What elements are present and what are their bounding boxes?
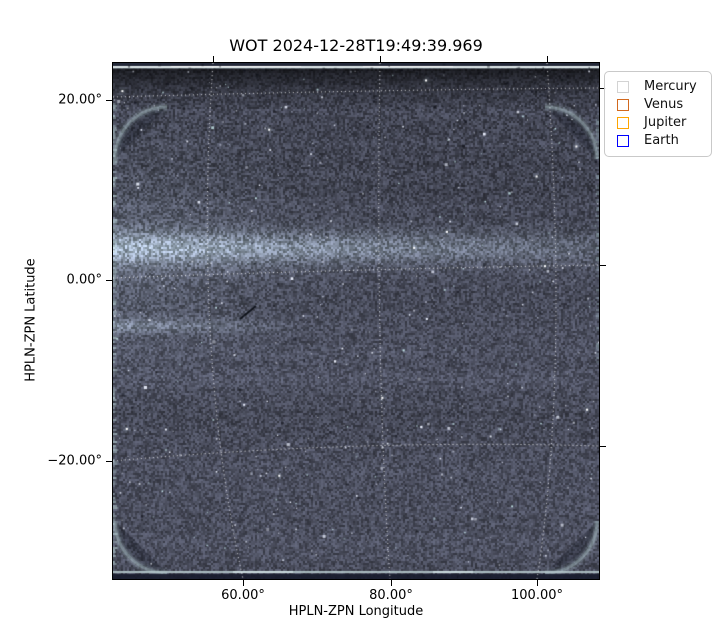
- y-tick-left: [106, 100, 112, 101]
- y-tick-right: [600, 265, 606, 266]
- venus-marker-icon: [617, 99, 629, 111]
- y-tick-left: [106, 461, 112, 462]
- y-axis-label: HPLN-ZPN Latitude: [23, 258, 39, 382]
- y-tick-label: 0.00°: [66, 272, 102, 288]
- x-tick-bottom: [243, 580, 244, 586]
- plot-area: [112, 62, 600, 580]
- legend-item-jupiter: Jupiter: [617, 114, 711, 132]
- x-tick-label: 60.00°: [221, 588, 265, 603]
- y-tick-right: [600, 88, 606, 89]
- legend-label: Venus: [644, 97, 684, 112]
- y-tick-label: −20.00°: [47, 453, 102, 469]
- y-tick-right: [600, 446, 606, 447]
- earth-marker-icon: [617, 135, 629, 147]
- legend-label: Jupiter: [644, 115, 687, 130]
- legend-item-mercury: Mercury: [617, 78, 711, 96]
- starfield-image: [113, 63, 599, 579]
- x-tick-top: [547, 56, 548, 62]
- legend-item-venus: Venus: [617, 96, 711, 114]
- x-tick-bottom: [391, 580, 392, 586]
- legend-label: Earth: [644, 133, 679, 148]
- legend-label: Mercury: [644, 79, 697, 94]
- jupiter-marker-icon: [617, 117, 629, 129]
- x-axis-label: HPLN-ZPN Longitude: [288, 604, 424, 619]
- x-tick-label: 100.00°: [511, 588, 563, 603]
- x-tick-label: 80.00°: [369, 588, 413, 603]
- y-tick-left: [106, 280, 112, 281]
- plot-title: WOT 2024-12-28T19:49:39.969: [229, 36, 483, 55]
- legend-box: Mercury Venus Jupiter Earth: [604, 71, 712, 157]
- x-tick-top: [213, 56, 214, 62]
- x-tick-top: [380, 56, 381, 62]
- mercury-marker-icon: [617, 81, 629, 93]
- legend-item-earth: Earth: [617, 132, 711, 150]
- y-tick-label: 20.00°: [58, 92, 102, 108]
- x-tick-bottom: [537, 580, 538, 586]
